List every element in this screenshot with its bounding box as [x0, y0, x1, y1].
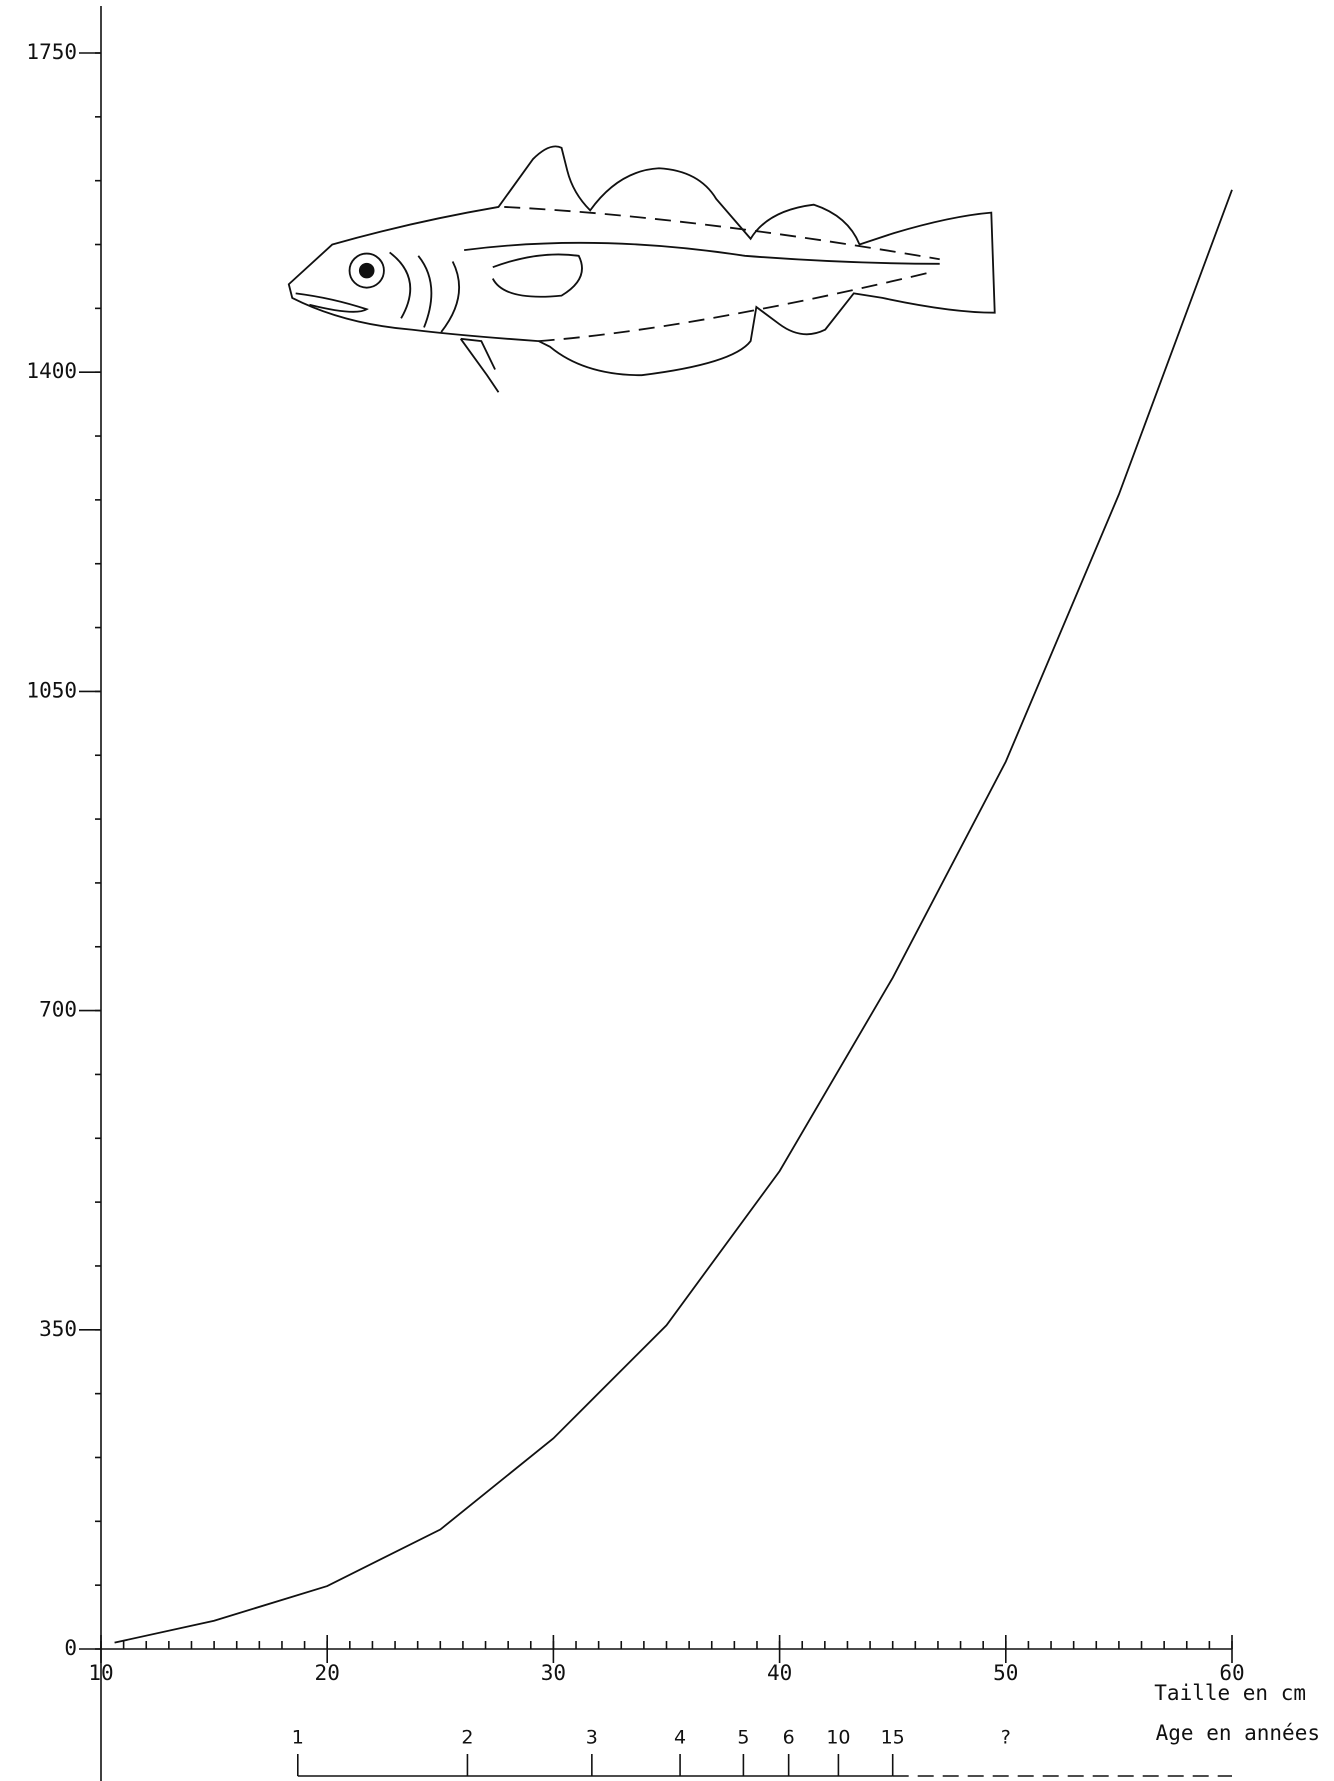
y-tick-label: 700 — [39, 998, 77, 1022]
age-tick-label: 15 — [881, 1727, 905, 1749]
x-tick-label: 60 — [1219, 1661, 1244, 1685]
y-tick-label: 1400 — [26, 359, 77, 383]
y-tick-label: 1050 — [26, 678, 77, 702]
age-tick-label: 3 — [586, 1727, 598, 1749]
age-tick-label: 6 — [783, 1727, 795, 1749]
fish-illustration — [287, 145, 996, 393]
x-tick-label: 50 — [993, 1661, 1018, 1685]
y-tick-label: 350 — [39, 1317, 77, 1341]
age-tick-label: ? — [1001, 1727, 1011, 1749]
age-axis-label: Age en années — [1156, 1721, 1320, 1745]
curve — [114, 189, 1233, 1644]
y-tick-label: 0 — [64, 1636, 77, 1660]
age-tick-label: 5 — [737, 1727, 749, 1749]
x-tick-label: 20 — [315, 1661, 340, 1685]
x-tick-label: 30 — [541, 1661, 566, 1685]
age-tick-label: 1 — [292, 1727, 304, 1749]
age-tick-label: 10 — [826, 1727, 850, 1749]
x-tick-label: 40 — [767, 1661, 792, 1685]
x-axis-label: Taille en cm — [1154, 1681, 1306, 1705]
x-tick-label: 10 — [88, 1661, 113, 1685]
age-tick-label: 2 — [461, 1727, 473, 1749]
y-tick-label: 1750 — [26, 40, 77, 64]
age-tick-label: 4 — [674, 1727, 686, 1749]
